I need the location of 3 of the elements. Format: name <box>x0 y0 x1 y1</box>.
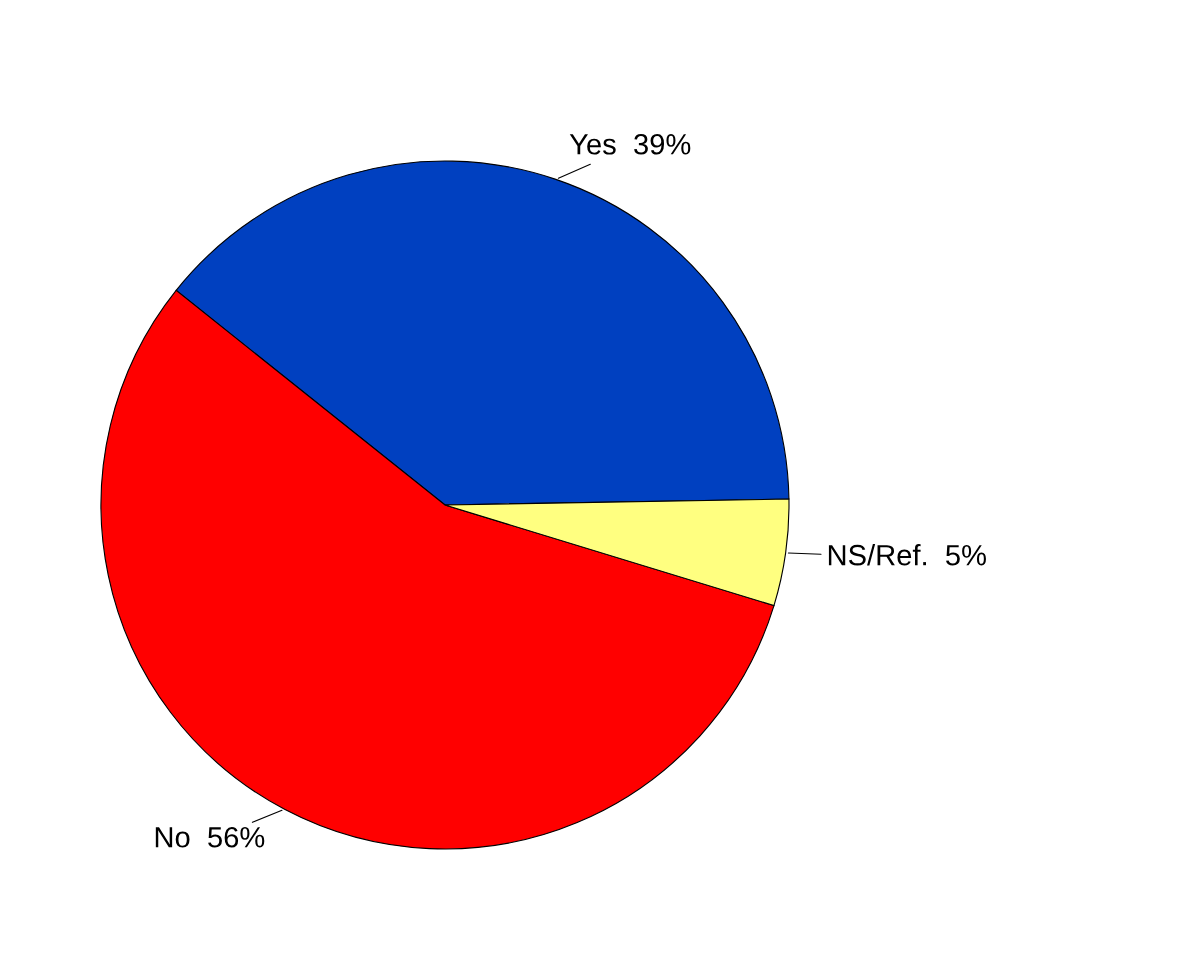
slice-label: NS/Ref. 5% <box>828 544 986 566</box>
slice-label: Yes 39% <box>569 133 691 155</box>
slice-label: No 56% <box>155 826 265 848</box>
